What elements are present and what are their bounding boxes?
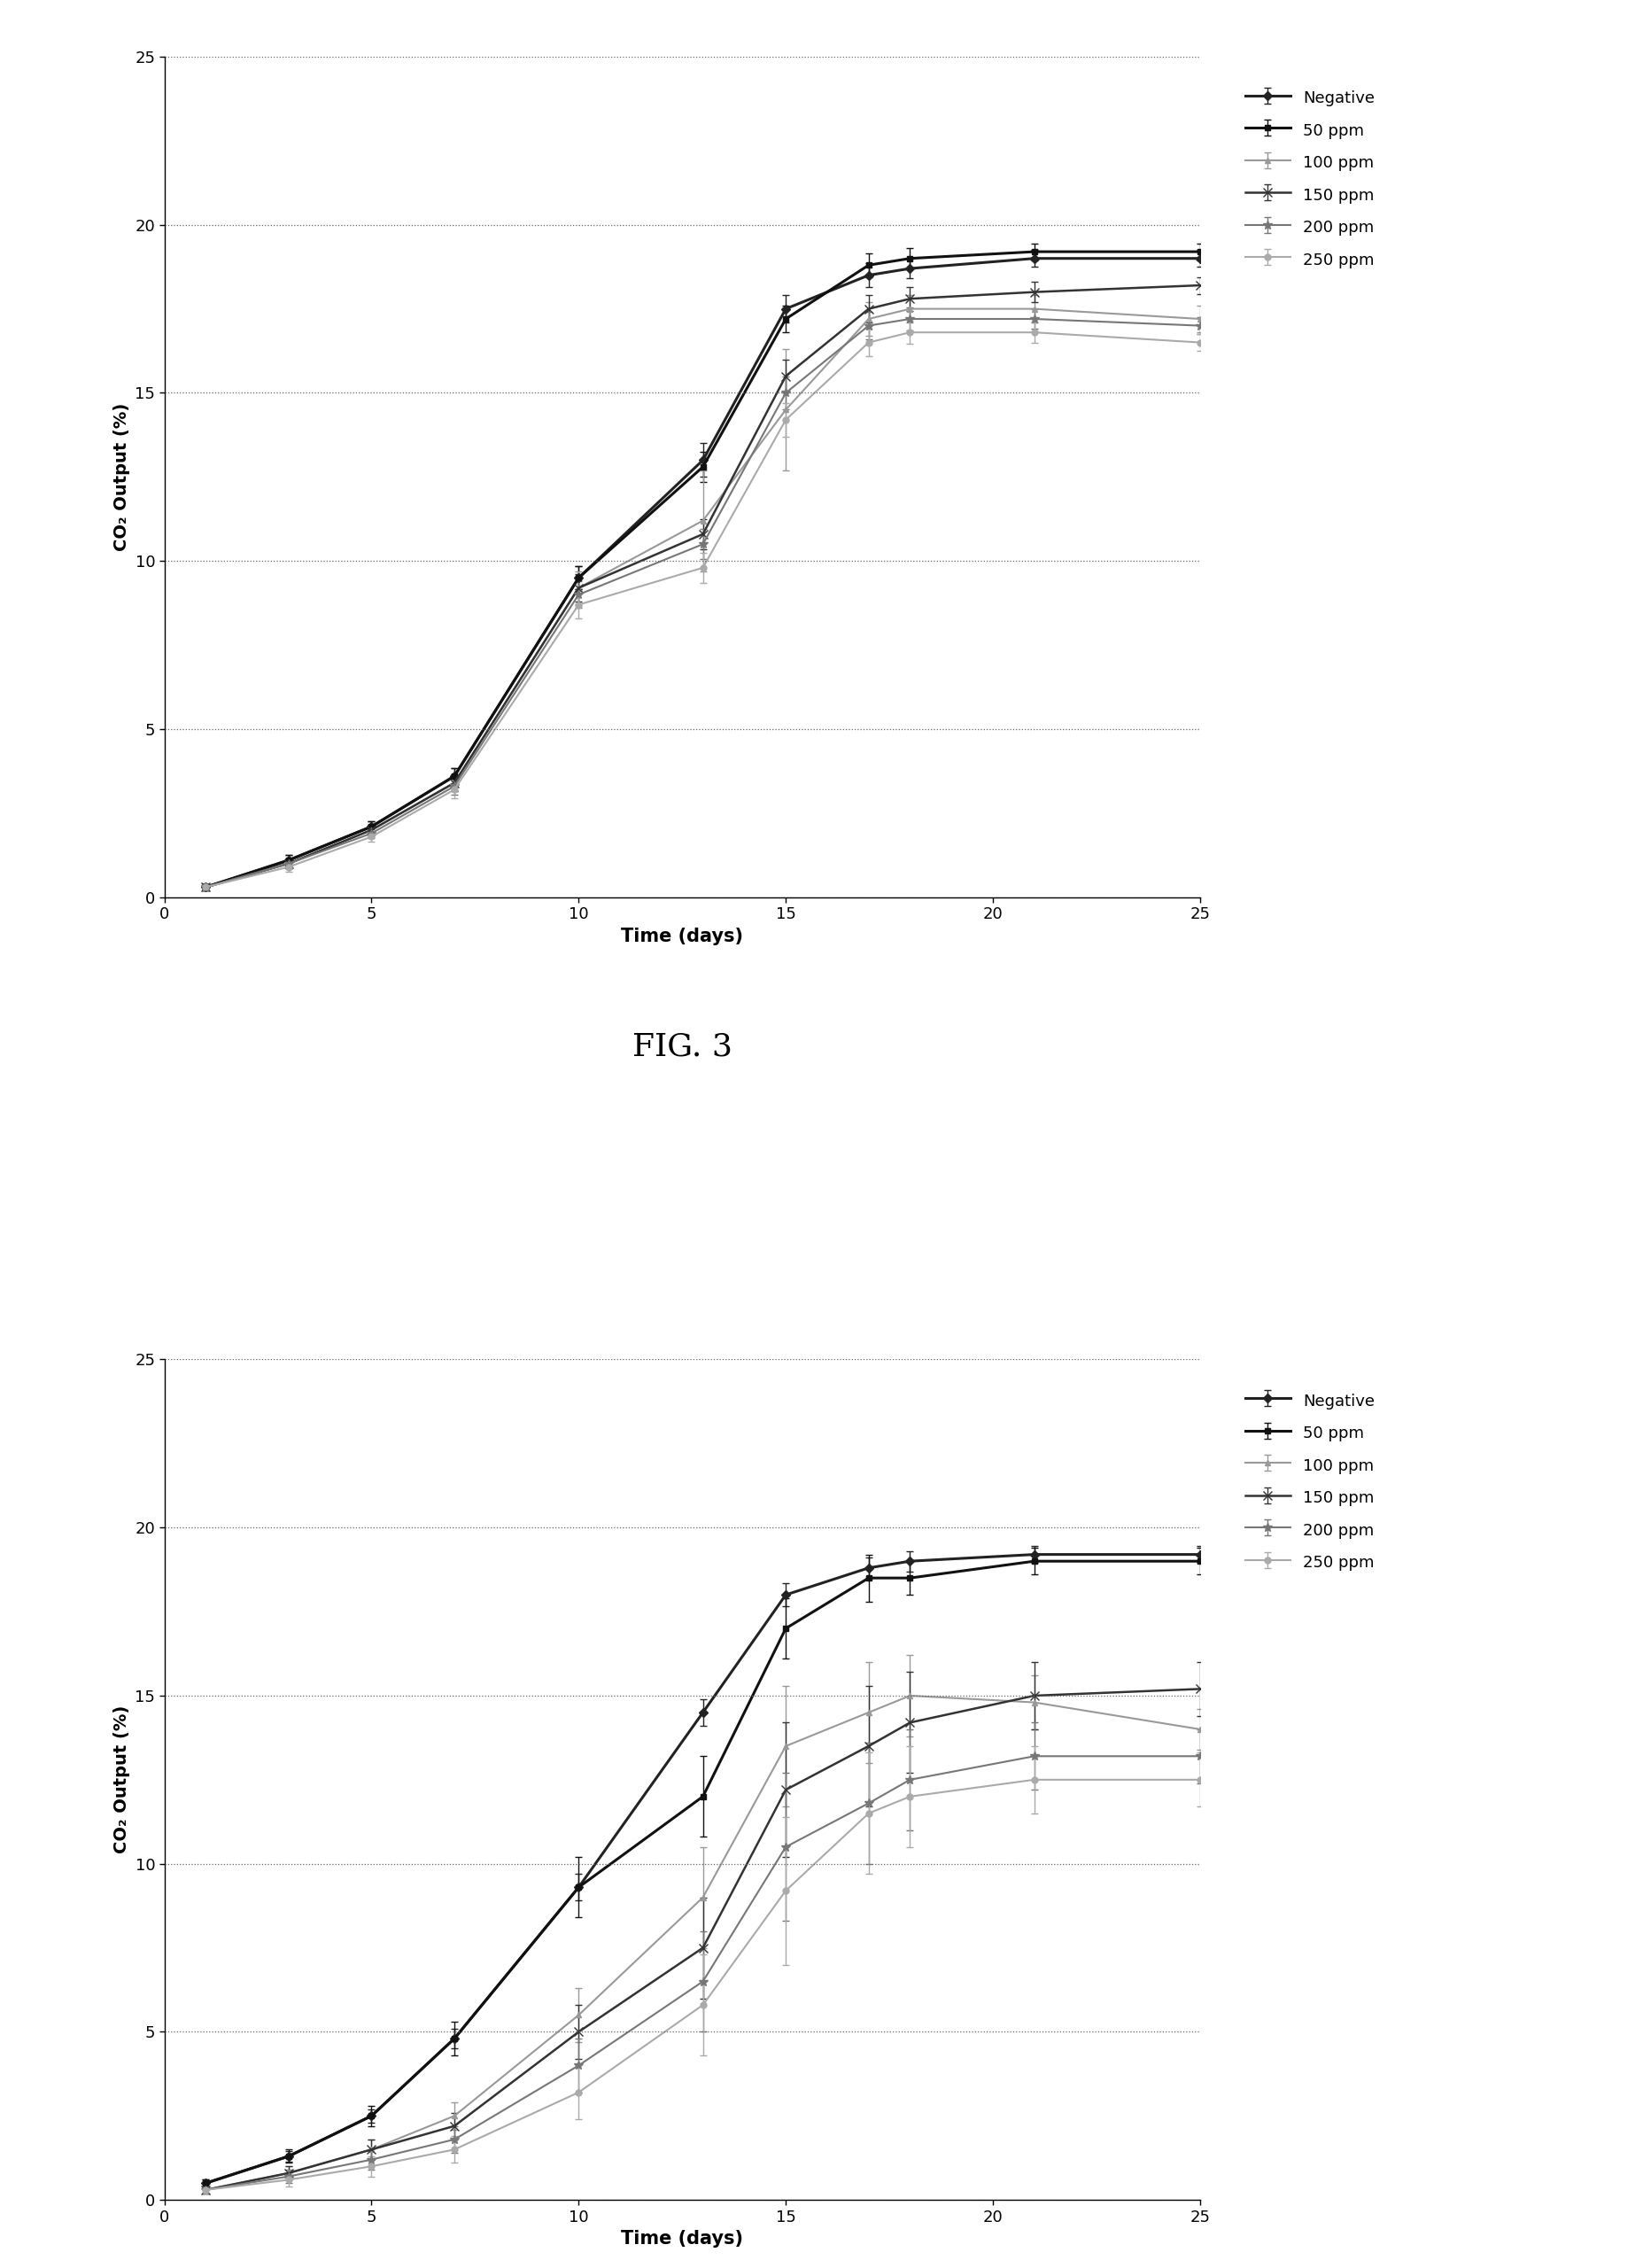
Text: FIG. 3: FIG. 3 <box>633 1032 731 1061</box>
X-axis label: Time (days): Time (days) <box>621 928 743 946</box>
Y-axis label: CO₂ Output (%): CO₂ Output (%) <box>113 1706 130 1853</box>
X-axis label: Time (days): Time (days) <box>621 2229 743 2248</box>
Legend: Negative, 50 ppm, 100 ppm, 150 ppm, 200 ppm, 250 ppm: Negative, 50 ppm, 100 ppm, 150 ppm, 200 … <box>1239 82 1380 274</box>
Y-axis label: CO₂ Output (%): CO₂ Output (%) <box>113 404 130 551</box>
Legend: Negative, 50 ppm, 100 ppm, 150 ppm, 200 ppm, 250 ppm: Negative, 50 ppm, 100 ppm, 150 ppm, 200 … <box>1239 1383 1380 1579</box>
